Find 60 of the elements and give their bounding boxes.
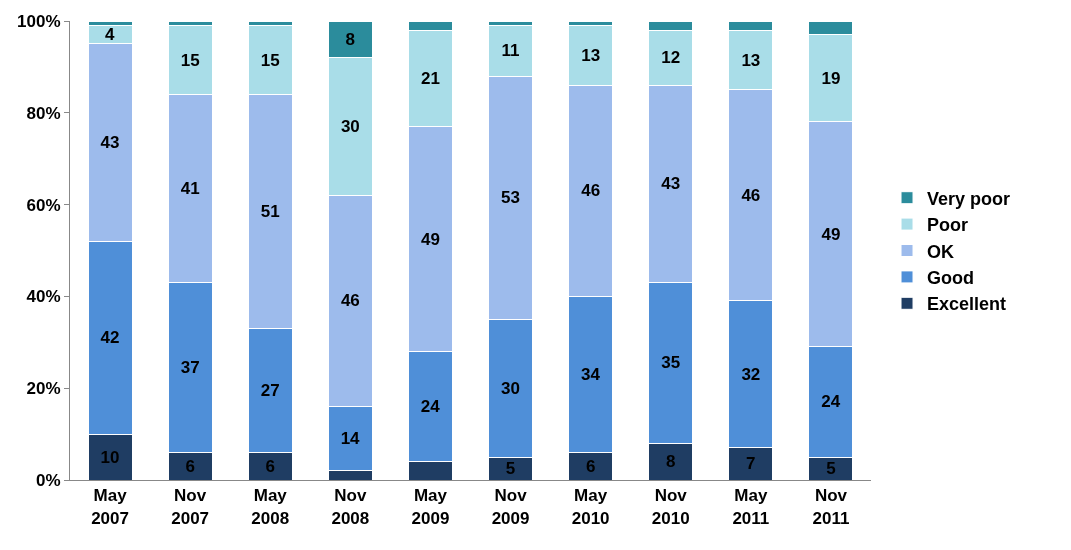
x-tick-label: May 2009 [411, 486, 450, 528]
x-tick-label: Nov 2007 [171, 486, 210, 528]
x-tick-label: Nov 2008 [331, 486, 370, 528]
data-label: 46 [340, 291, 360, 311]
data-label: 49 [420, 229, 440, 249]
data-label: 27 [260, 380, 280, 400]
data-label: 14 [340, 429, 361, 449]
data-label: 8 [345, 29, 356, 49]
x-tick-label: Nov 2009 [491, 486, 530, 528]
legend-label: Poor [927, 215, 969, 236]
data-label: 11 [501, 41, 520, 61]
data-label: 19 [821, 68, 841, 88]
x-tick-label: May 2010 [571, 486, 610, 528]
data-label: 46 [741, 185, 761, 205]
data-label: 8 [666, 452, 676, 472]
data-label: 5 [826, 459, 836, 479]
data-label: 13 [741, 50, 761, 70]
data-label: 12 [661, 48, 681, 68]
data-label: 41 [180, 179, 200, 199]
data-label: 49 [821, 224, 841, 244]
x-tick-label: Nov 2010 [651, 486, 690, 528]
data-label: 46 [581, 181, 601, 201]
x-tick-label: May 2011 [732, 486, 770, 528]
data-label: 4 [105, 25, 116, 45]
data-label: 6 [265, 456, 275, 476]
data-label: 42 [100, 328, 120, 348]
data-label: 24 [420, 397, 441, 417]
data-label: 30 [340, 117, 360, 137]
data-label: 37 [180, 358, 200, 378]
data-label: 15 [260, 50, 280, 70]
data-label: 24 [821, 392, 841, 412]
data-label: 35 [661, 353, 681, 373]
data-label: 34 [580, 364, 601, 384]
x-tick-label: Nov 2011 [812, 486, 850, 528]
legend-label: Excellent [927, 294, 1007, 315]
y-tick-label: 0% [36, 470, 61, 490]
legend-label: OK [927, 241, 955, 262]
y-tick-label: 20% [26, 379, 61, 399]
y-tick-label: 100% [17, 11, 61, 31]
data-label: 7 [746, 454, 756, 474]
x-tick-label: May 2008 [251, 486, 290, 528]
data-label: 43 [100, 133, 120, 153]
data-label: 13 [581, 45, 601, 65]
data-label: 5 [505, 459, 516, 479]
data-label: 15 [180, 50, 200, 70]
legend-label: Very poor [927, 188, 1011, 209]
data-label: 21 [420, 68, 440, 88]
data-label: 53 [501, 188, 521, 208]
data-label: 32 [741, 364, 761, 384]
x-tick-label: May 2007 [91, 486, 129, 528]
data-label: 51 [260, 201, 280, 221]
data-label: 6 [185, 456, 195, 476]
y-tick-label: 40% [26, 287, 61, 307]
legend-label: Good [927, 267, 975, 288]
data-label: 43 [661, 174, 681, 194]
data-label: 30 [501, 378, 521, 398]
y-tick-label: 80% [26, 103, 61, 123]
y-tick-label: 60% [26, 195, 61, 215]
data-label: 6 [585, 456, 596, 476]
data-label: 10 [100, 447, 120, 467]
